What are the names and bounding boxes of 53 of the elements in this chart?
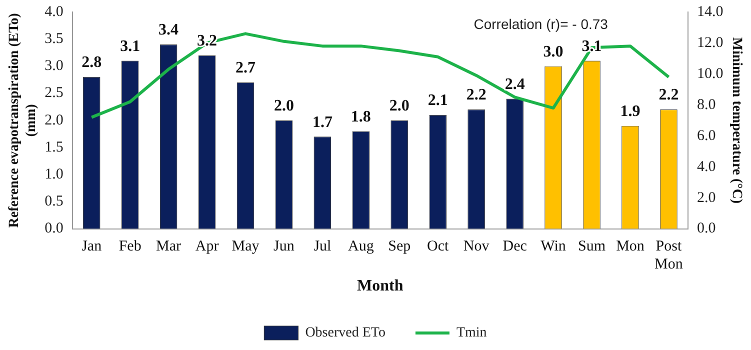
x-axis-title: Month (357, 278, 404, 295)
data-label: 2.8 (82, 54, 102, 72)
x-tick-label: Sep (388, 238, 411, 255)
y-tick-label: 2.5 (44, 85, 64, 102)
y-tick-label: 4.0 (44, 4, 64, 20)
x-tick-label: May (232, 238, 260, 255)
y-tick-label: 1.0 (44, 166, 64, 183)
data-label: 2.1 (428, 92, 448, 110)
x-tick-label: Aug (348, 238, 374, 255)
x-tick-label: Post Mon (654, 238, 684, 273)
y2-axis-title: Minimum temperature (°C) (728, 37, 744, 204)
x-tick-label: Apr (195, 238, 219, 255)
y-tick-label: 3.0 (44, 58, 64, 74)
data-label: 2.0 (389, 98, 410, 115)
data-label: 3.4 (158, 22, 179, 39)
x-tick-label: Jan (82, 238, 102, 255)
x-tick-label: Jul (314, 238, 332, 255)
data-label: 1.8 (350, 108, 371, 126)
x-tick-label: Win (540, 238, 566, 255)
data-label: 2.7 (235, 60, 256, 77)
y2-tick-label: 14.0 (696, 4, 724, 20)
x-tick-label: Mon (616, 238, 645, 255)
data-label: 2.2 (658, 86, 679, 104)
y2-tick-label: 4.0 (696, 158, 716, 175)
data-label: 2.4 (504, 76, 525, 93)
y-tick-label: 2.0 (44, 112, 64, 128)
x-tick-label: Jun (274, 238, 295, 255)
y2-tick-label: 10.0 (696, 66, 724, 82)
x-tick-label: Oct (427, 238, 450, 255)
data-label: 3.1 (120, 38, 140, 55)
data-label: 2.0 (274, 98, 294, 115)
y-tick-label: 3.5 (44, 31, 64, 48)
data-label: 2.2 (466, 86, 486, 104)
y2-tick-label: 8.0 (696, 96, 716, 113)
y-tick-label: 1.5 (44, 139, 64, 156)
y2-tick-label: 6.0 (696, 128, 716, 144)
x-tick-label: Nov (463, 238, 490, 255)
annotation: Correlation (r)= - 0.73 (474, 16, 608, 32)
x-tick-label: Feb (118, 238, 142, 255)
data-label: 1.9 (620, 102, 640, 120)
legend-label: Observed ETo (305, 326, 386, 341)
y2-tick-label: 12.0 (696, 34, 724, 51)
y2-tick-label: 2.0 (696, 190, 716, 206)
data-label: 3.0 (543, 43, 564, 60)
x-tick-label: Dec (502, 238, 528, 255)
x-tick-label: Sum (578, 238, 606, 255)
x-tick-label: Mar (156, 238, 182, 255)
y-tick-label: 0.5 (44, 194, 64, 210)
y2-tick-label: 0.0 (696, 220, 716, 237)
y-tick-label: 0.0 (44, 220, 64, 237)
data-label: 1.7 (312, 114, 332, 131)
legend-label: Tmin (456, 326, 487, 341)
y-axis-title: Reference evapotranspiration (ETo) (mm) (7, 12, 39, 228)
